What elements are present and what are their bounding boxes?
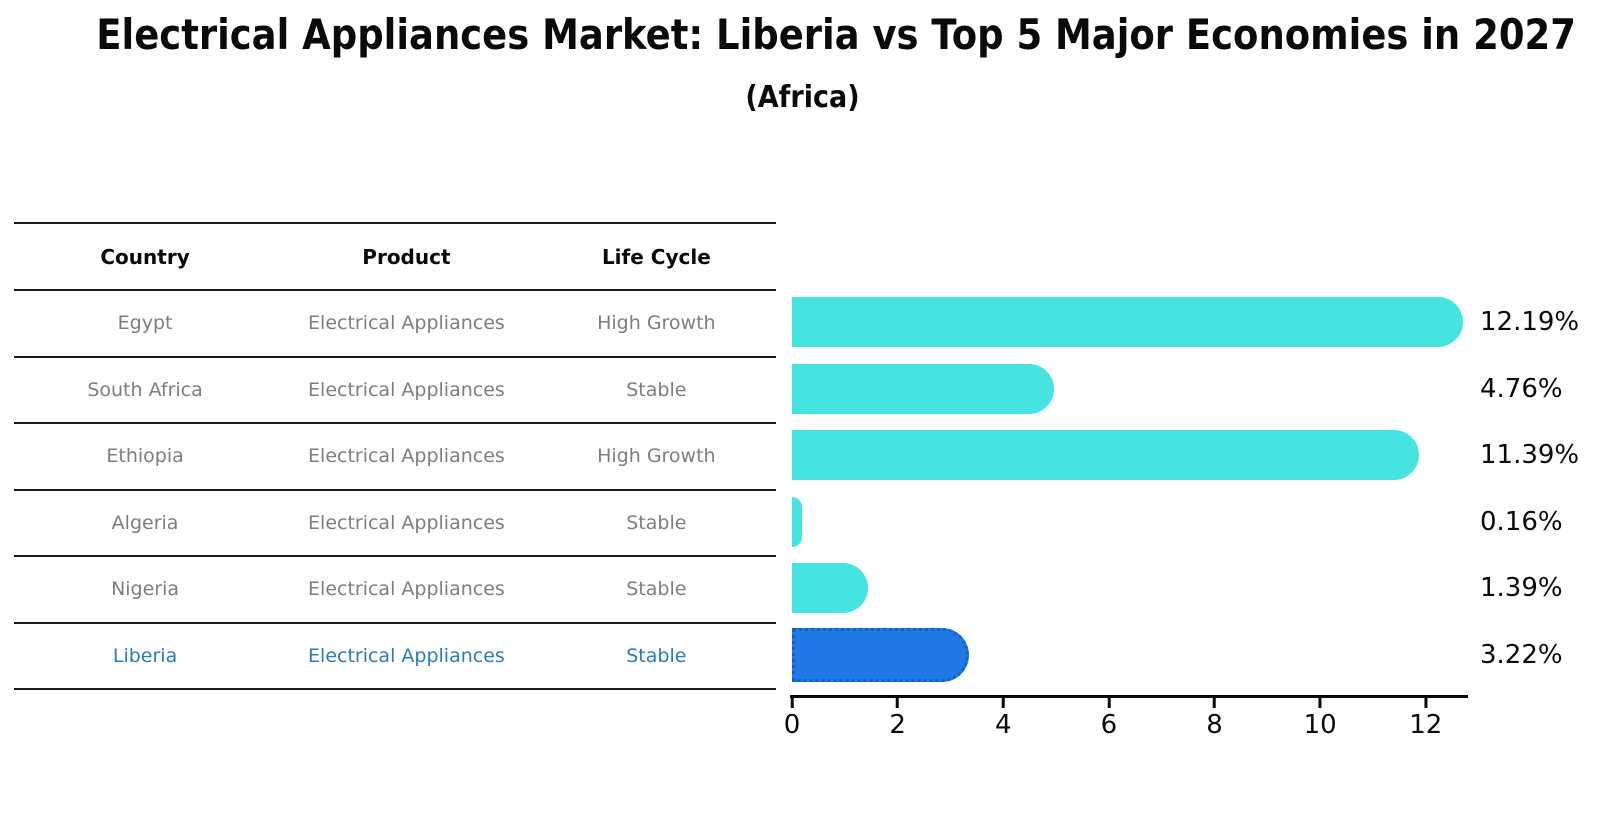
- value-label-south-africa: 4.76%: [1480, 373, 1563, 404]
- country-cell: Algeria: [111, 511, 179, 534]
- x-tick-12: 12: [1409, 698, 1442, 740]
- x-tick-10: 10: [1304, 698, 1337, 740]
- country-cell: Nigeria: [111, 578, 180, 601]
- product-cell: Electrical Appliances: [308, 445, 505, 468]
- x-tick-6: 6: [1100, 698, 1118, 740]
- lifecycle-cell: Stable: [626, 644, 687, 667]
- x-tick-mark: [1318, 698, 1322, 708]
- product-cell: Electrical Appliances: [308, 578, 505, 601]
- product-cell: Electrical Appliances: [308, 312, 505, 335]
- x-axis-ticks: 0 2 4 6 8 10 12: [784, 698, 1468, 748]
- x-tick-label: 6: [1100, 710, 1118, 740]
- country-cell: South Africa: [87, 378, 203, 401]
- value-label-egypt: 12.19%: [1480, 307, 1580, 338]
- lifecycle-cell: High Growth: [597, 445, 716, 468]
- bar-value-labels: 12.19% 4.76% 11.39% 0.16% 1.39% 3.22%: [1480, 289, 1605, 688]
- bar-row-egypt: [792, 289, 1468, 356]
- table-row-egypt: Egypt Electrical Appliances High Growth: [14, 291, 776, 358]
- chart-subtitle: (Africa): [745, 80, 860, 115]
- x-tick-label: 2: [889, 710, 906, 740]
- x-axis-line: [790, 695, 1468, 698]
- x-tick-4: 4: [995, 698, 1012, 740]
- bar-row-liberia: [792, 622, 1468, 689]
- chart-title: Electrical Appliances Market: Liberia vs…: [96, 10, 1576, 59]
- x-tick-label: 10: [1303, 710, 1337, 740]
- value-label-nigeria: 1.39%: [1480, 573, 1563, 604]
- bar-egypt: [792, 297, 1463, 348]
- country-cell: Egypt: [117, 312, 173, 335]
- country-cell: Ethiopia: [106, 445, 184, 468]
- value-label-algeria: 0.16%: [1480, 506, 1563, 537]
- x-tick-label: 12: [1409, 710, 1443, 740]
- bar-chart-plot-area: [792, 289, 1468, 688]
- value-label-ethiopia: 11.39%: [1480, 440, 1580, 471]
- lifecycle-cell: High Growth: [597, 312, 716, 335]
- x-tick-2: 2: [889, 698, 906, 740]
- bar-south-africa: [792, 363, 1054, 414]
- bar-ethiopia: [792, 430, 1419, 481]
- bar-algeria: [792, 496, 802, 547]
- lifecycle-cell: Stable: [626, 378, 687, 401]
- lifecycle-cell: Stable: [626, 511, 687, 534]
- x-tick-8: 8: [1206, 698, 1223, 740]
- x-tick-mark: [1212, 698, 1216, 708]
- bar-liberia: [792, 627, 970, 682]
- x-tick-0: 0: [783, 698, 801, 740]
- x-tick-mark: [896, 698, 900, 708]
- lifecycle-cell: Stable: [626, 578, 687, 601]
- bar-row-south-africa: [792, 356, 1468, 423]
- lifecycle-column-header: Life Cycle: [601, 244, 711, 269]
- table-row-liberia: Liberia Electrical Appliances Stable: [14, 624, 776, 690]
- bar-row-algeria: [792, 489, 1468, 556]
- product-cell: Electrical Appliances: [308, 644, 505, 667]
- x-tick-label: 4: [994, 710, 1012, 740]
- x-tick-label: 8: [1206, 710, 1223, 740]
- x-tick-mark: [790, 698, 794, 708]
- table-row-ethiopia: Ethiopia Electrical Appliances High Growth: [14, 424, 776, 491]
- x-tick-mark: [1424, 698, 1428, 708]
- country-cell: Liberia: [112, 644, 178, 667]
- table-body: Egypt Electrical Appliances High Growth Sou…: [14, 291, 776, 690]
- comparison-table: Country Product Life Cycle Egypt Electric…: [14, 222, 776, 690]
- x-tick-label: 0: [783, 710, 801, 740]
- bar-nigeria: [792, 563, 869, 614]
- x-tick-mark: [1107, 698, 1111, 708]
- product-column-header: Product: [362, 244, 451, 269]
- table-row-algeria: Algeria Electrical Appliances Stable: [14, 491, 776, 557]
- table-row-south-africa: South Africa Electrical Appliances Stable: [14, 358, 776, 424]
- bar-row-nigeria: [792, 555, 1468, 622]
- value-label-liberia: 3.22%: [1480, 639, 1563, 670]
- x-tick-mark: [1001, 698, 1005, 708]
- table-row-nigeria: Nigeria Electrical Appliances Stable: [14, 557, 776, 624]
- country-column-header: Country: [100, 244, 190, 269]
- bar-row-ethiopia: [792, 422, 1468, 489]
- product-cell: Electrical Appliances: [308, 378, 505, 401]
- table-header-row: Country Product Life Cycle: [14, 224, 776, 291]
- product-cell: Electrical Appliances: [308, 511, 505, 534]
